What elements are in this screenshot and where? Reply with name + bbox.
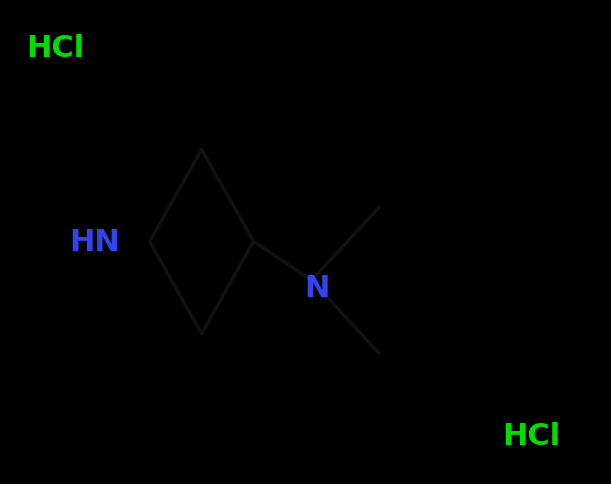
Text: HN: HN [69, 227, 120, 257]
Text: N: N [304, 273, 329, 302]
Text: HCl: HCl [502, 421, 561, 450]
Text: HCl: HCl [26, 34, 84, 63]
